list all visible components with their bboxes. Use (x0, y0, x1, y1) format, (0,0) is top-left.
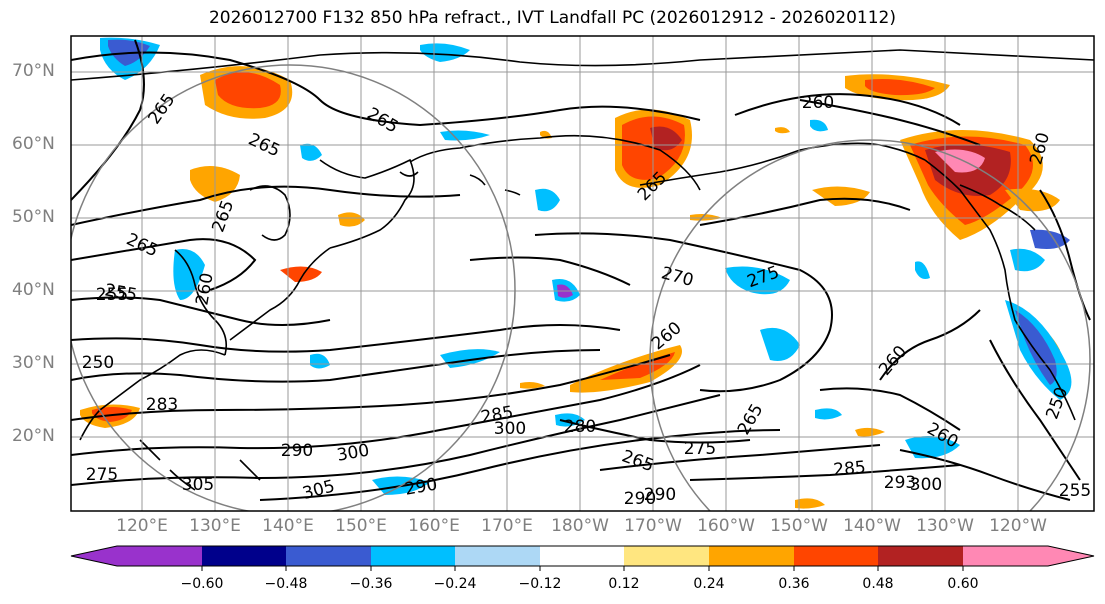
lon-label: 120°W (989, 516, 1047, 536)
colorbar-tick-label: 0.48 (862, 576, 894, 592)
positive-anomaly-shading (80, 66, 1060, 509)
contour-label: 293 (884, 473, 916, 493)
colorbar-segment (878, 546, 963, 566)
colorbar-extend-max (1048, 546, 1094, 566)
range-circle-east (649, 139, 1091, 511)
range-circle-west (71, 64, 516, 511)
contour-label: 280 (564, 417, 596, 437)
colorbar-segment (117, 546, 202, 566)
colorbar-segment (963, 546, 1048, 566)
colorbar-segment (202, 546, 286, 566)
colorbar-tick-label: −0.24 (433, 576, 477, 592)
lon-label: 140°E (262, 516, 314, 536)
colorbar-extend-min (71, 546, 117, 566)
lon-label: 130°E (189, 516, 241, 536)
lon-label: 120°E (116, 516, 168, 536)
contour-label: 300 (910, 475, 942, 495)
contour-label: 255 (1059, 481, 1091, 501)
map-title: 2026012700 F132 850 hPa refract., IVT La… (208, 8, 896, 28)
colorbar-segment (455, 546, 540, 566)
contour-label: 275 (684, 439, 716, 459)
colorbar-tick-label: 0.24 (693, 576, 725, 592)
colorbar-outline (70, 545, 1095, 567)
lon-label: 150°E (335, 516, 387, 536)
contour-label: 255 (96, 285, 128, 305)
colorbar-segment (286, 546, 371, 566)
contour-label: 305 (182, 475, 214, 495)
contour-label: 260 (802, 93, 834, 113)
colorbar (70, 545, 1095, 571)
contour-label: 290 (624, 489, 656, 509)
colorbar-tick-label: 0.36 (778, 576, 810, 592)
lon-label: 160°E (408, 516, 460, 536)
map-frame (70, 35, 1095, 512)
contour-label: 285 (833, 458, 867, 481)
colorbar-segment (371, 546, 455, 566)
contour-label: 290 (281, 441, 313, 461)
contour-label: 300 (494, 419, 526, 439)
negative-anomaly-shading (100, 37, 1072, 495)
contour-label: 283 (146, 395, 178, 415)
lat-label: 30°N (12, 353, 55, 373)
colorbar-tick-label: −0.36 (349, 576, 393, 592)
colorbar-tick-label: 0.60 (947, 576, 979, 592)
colorbar-segment (709, 546, 794, 566)
colorbar-tick-label: −0.48 (264, 576, 308, 592)
graticule (71, 36, 1094, 511)
colorbar-tick-label: −0.60 (180, 576, 224, 592)
colorbar-segment (794, 546, 878, 566)
contour-label: 250 (82, 353, 114, 373)
lon-label: 160°W (697, 516, 755, 536)
lat-label: 20°N (12, 426, 55, 446)
lon-label: 140°W (843, 516, 901, 536)
lat-label: 50°N (12, 207, 55, 227)
colorbar-tick-label: 0.12 (608, 576, 640, 592)
lat-label: 40°N (12, 280, 55, 300)
colorbar-tick-label: −0.12 (518, 576, 562, 592)
lon-label: 170°W (624, 516, 682, 536)
lon-label: 180°W (551, 516, 609, 536)
colorbar-segment (624, 546, 709, 566)
lat-label: 70°N (12, 61, 55, 81)
refractivity-contours (71, 39, 1091, 501)
lon-label: 170°E (481, 516, 533, 536)
lon-label: 150°W (770, 516, 828, 536)
contour-label: 290 (644, 485, 676, 505)
lat-label: 60°N (12, 134, 55, 154)
colorbar-segment (540, 546, 624, 566)
lon-label: 130°W (916, 516, 974, 536)
contour-label: 275 (86, 465, 118, 485)
